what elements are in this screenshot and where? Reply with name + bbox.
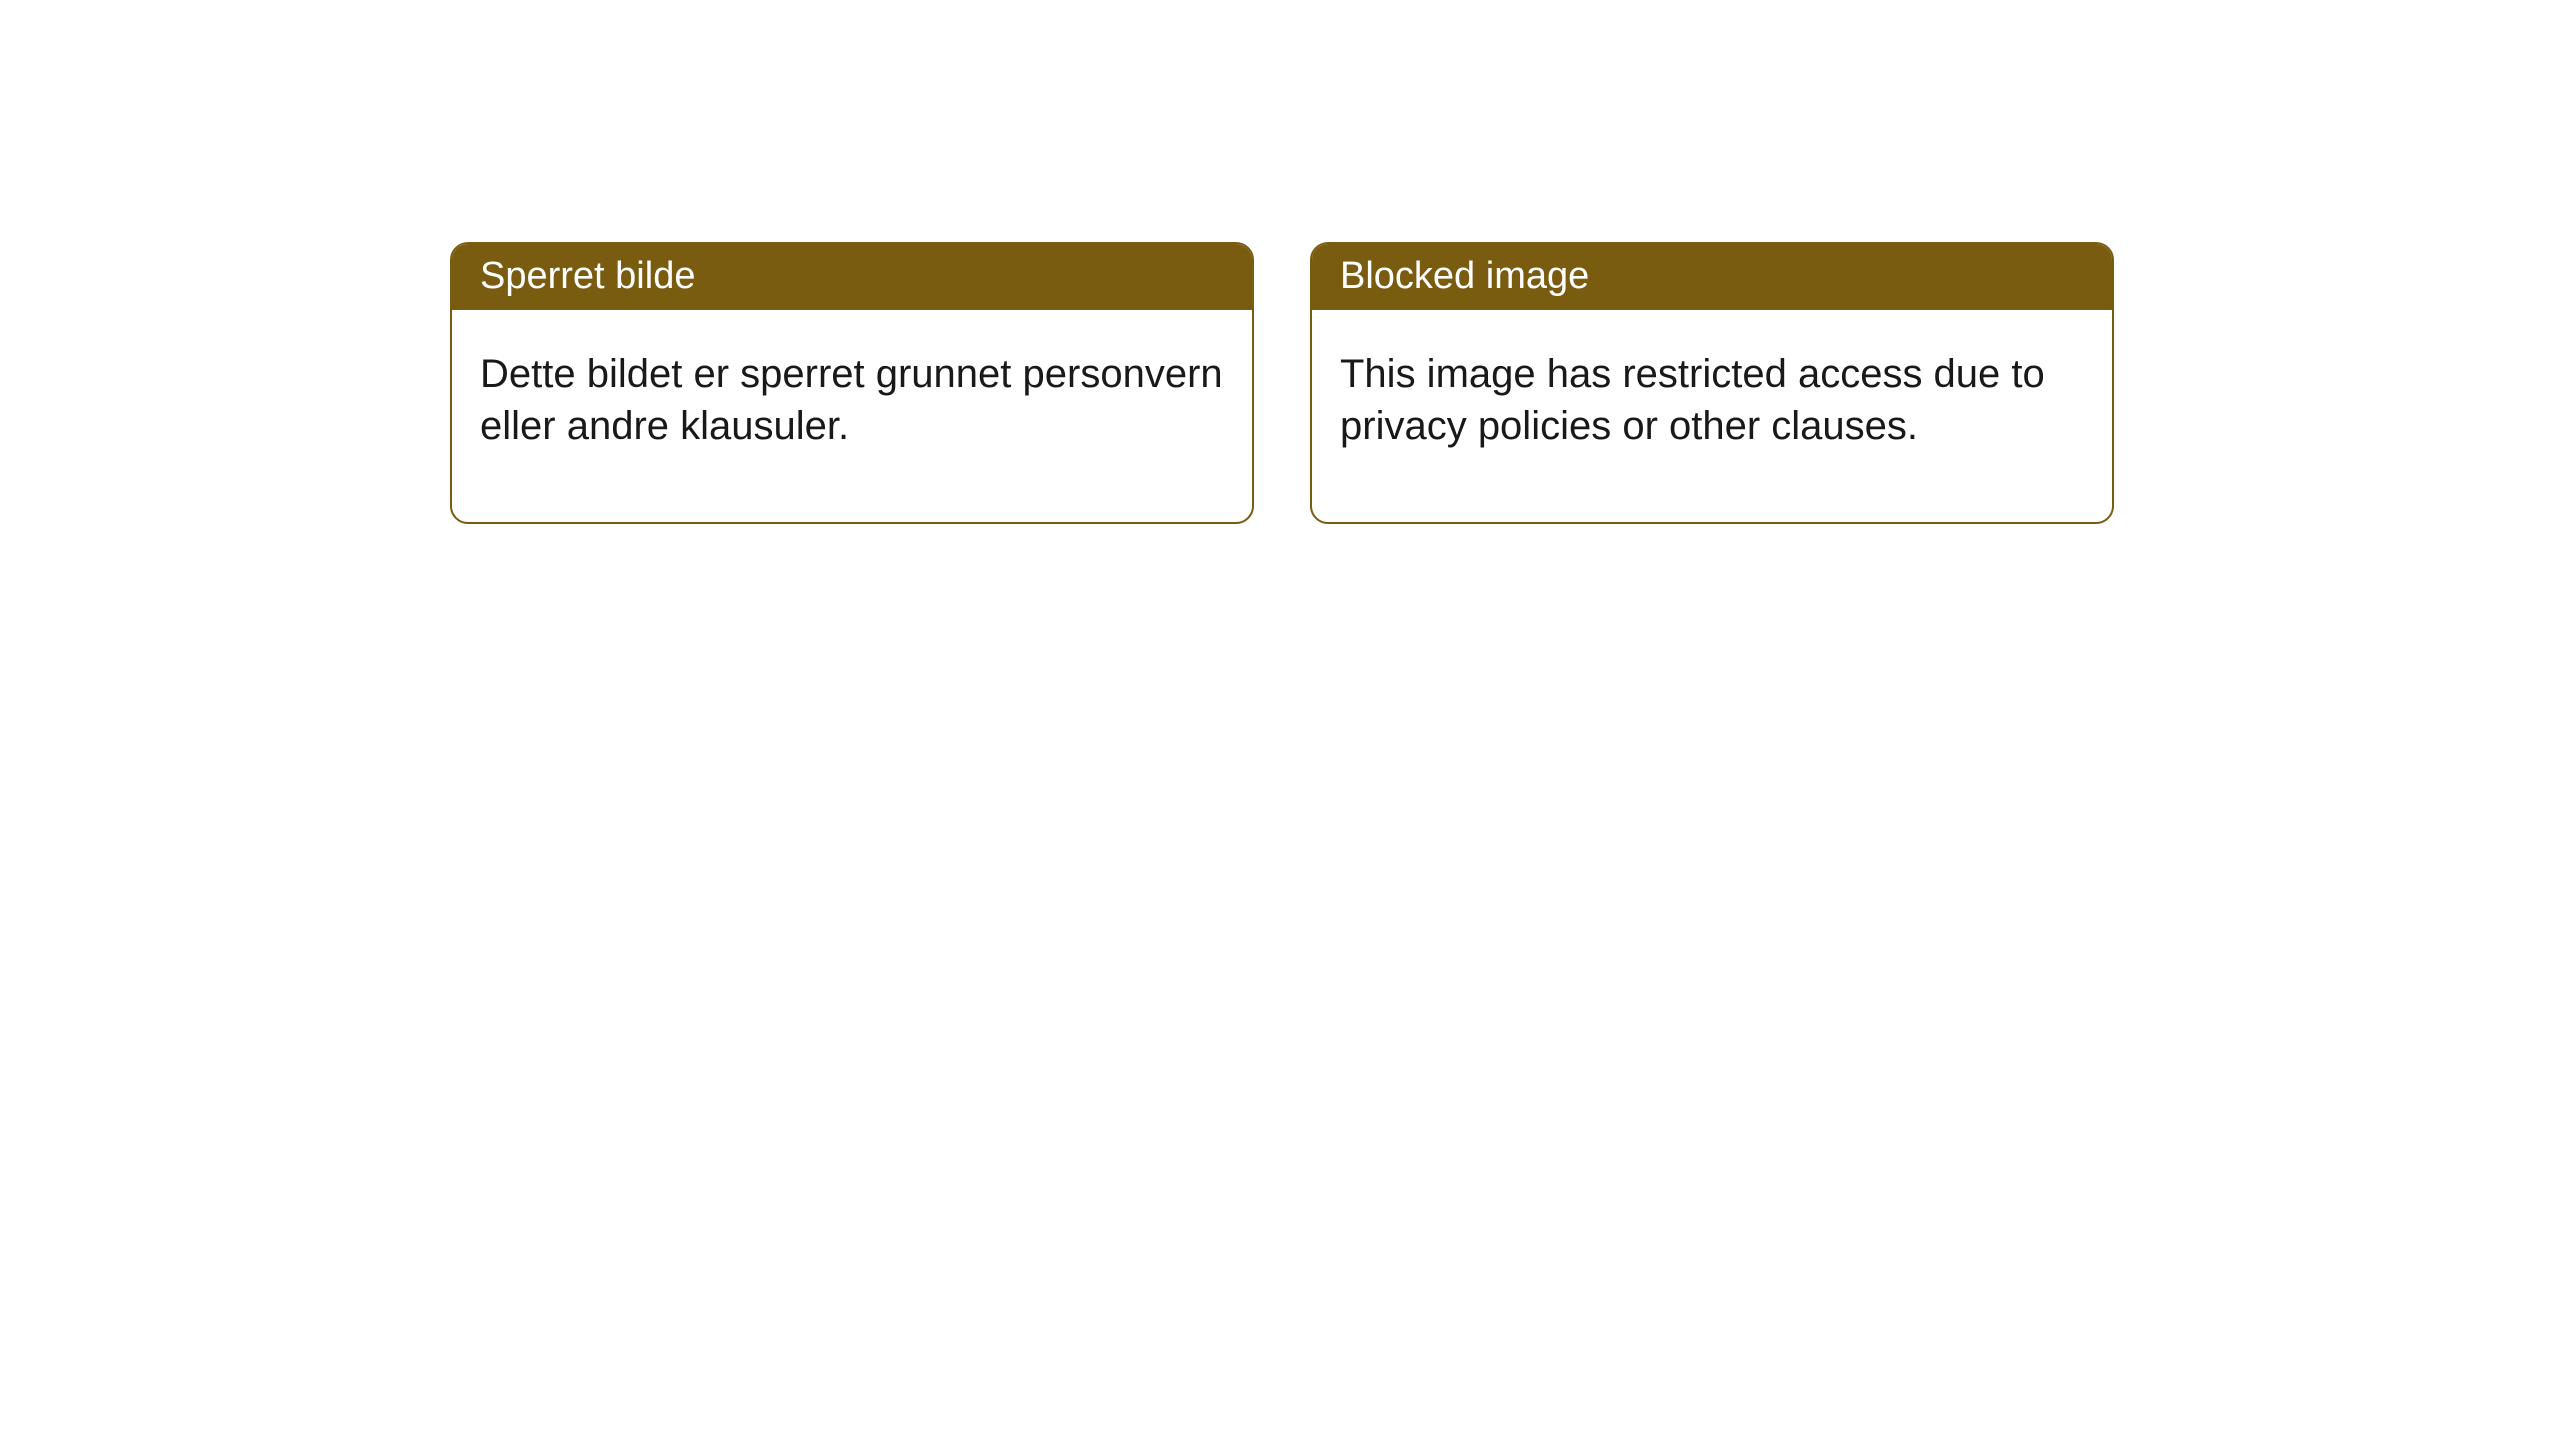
notice-row: Sperret bilde Dette bildet er sperret gr… — [0, 0, 2560, 524]
notice-card-en: Blocked image This image has restricted … — [1310, 242, 2114, 524]
notice-card-title: Sperret bilde — [452, 244, 1252, 310]
notice-card-title: Blocked image — [1312, 244, 2112, 310]
notice-card-no: Sperret bilde Dette bildet er sperret gr… — [450, 242, 1254, 524]
notice-card-body: This image has restricted access due to … — [1312, 310, 2112, 522]
notice-card-body: Dette bildet er sperret grunnet personve… — [452, 310, 1252, 522]
